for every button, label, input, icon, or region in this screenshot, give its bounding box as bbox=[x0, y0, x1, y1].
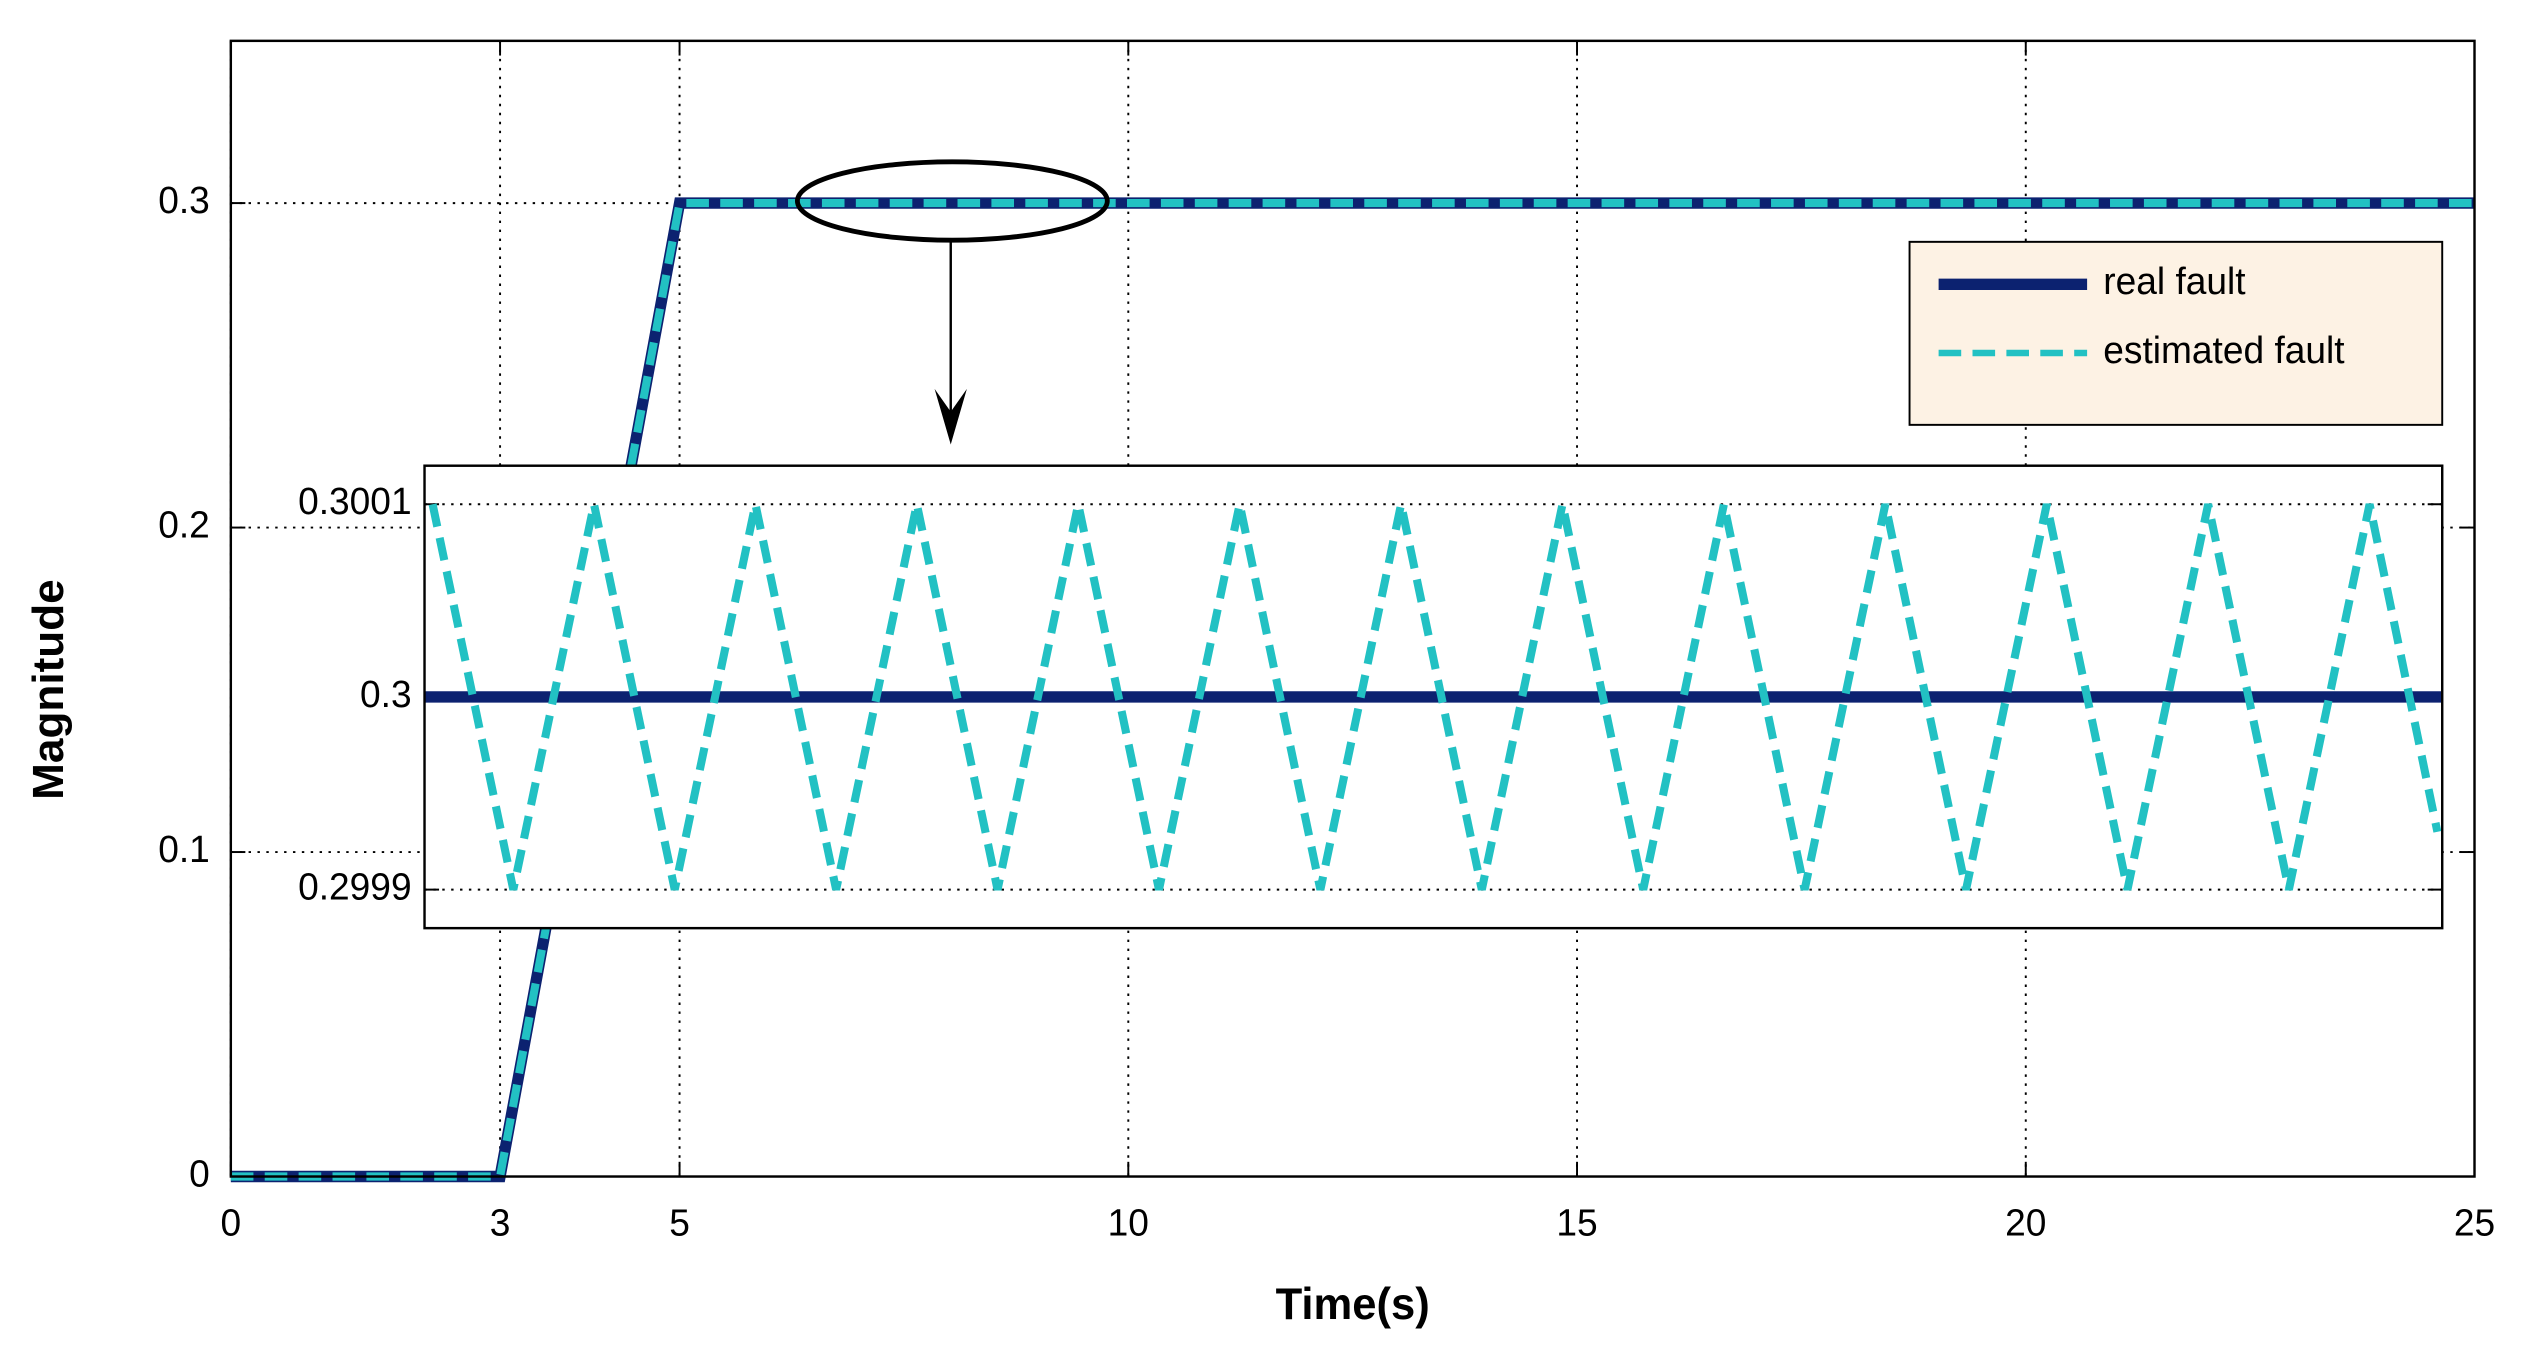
zoom-arrow-head bbox=[934, 388, 967, 445]
zoom-ellipse bbox=[794, 159, 1110, 243]
y-tick-label: 0.1 bbox=[158, 828, 210, 870]
y-tick-label: 0.3001 bbox=[298, 480, 412, 522]
y-tick-label: 0.2999 bbox=[298, 865, 412, 907]
y-tick-label: 0.3 bbox=[158, 179, 210, 221]
x-tick-label: 0 bbox=[220, 1201, 241, 1243]
legend-box bbox=[1908, 240, 2444, 426]
series-line bbox=[428, 503, 2442, 891]
axes-frame bbox=[423, 464, 2444, 930]
x-tick-label: 15 bbox=[1556, 1201, 1597, 1243]
axes-frame bbox=[229, 39, 2476, 1178]
legend-label: estimated fault bbox=[2103, 329, 2345, 371]
x-tick-label: 25 bbox=[2454, 1201, 2495, 1243]
legend-label: real fault bbox=[2103, 260, 2246, 302]
x-tick-label: 20 bbox=[2005, 1201, 2046, 1243]
x-tick-label: 5 bbox=[669, 1201, 690, 1243]
x-axis-label: Time(s) bbox=[1276, 1280, 1430, 1329]
y-axis-label: Magnitude bbox=[24, 579, 73, 800]
y-tick-label: 0.3 bbox=[360, 673, 412, 715]
y-tick-label: 0 bbox=[189, 1152, 210, 1194]
y-tick-label: 0.2 bbox=[158, 503, 210, 545]
x-tick-label: 3 bbox=[490, 1201, 511, 1243]
x-tick-label: 10 bbox=[1108, 1201, 1149, 1243]
